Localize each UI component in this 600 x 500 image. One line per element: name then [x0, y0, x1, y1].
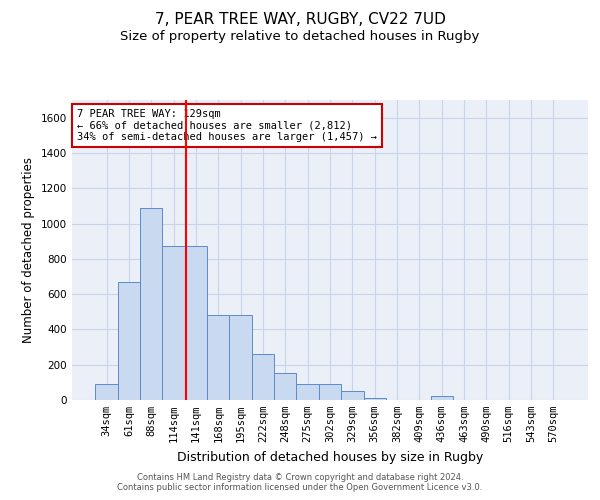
Bar: [319, 384, 341, 400]
Text: Size of property relative to detached houses in Rugby: Size of property relative to detached ho…: [121, 30, 479, 43]
Bar: [364, 398, 386, 400]
Bar: [341, 391, 364, 400]
Bar: [118, 282, 140, 400]
Text: 7 PEAR TREE WAY: 129sqm
← 66% of detached houses are smaller (2,812)
34% of semi: 7 PEAR TREE WAY: 129sqm ← 66% of detache…: [77, 109, 377, 142]
Bar: [229, 316, 252, 400]
Y-axis label: Number of detached properties: Number of detached properties: [22, 157, 35, 343]
Bar: [207, 316, 229, 400]
Text: Contains HM Land Registry data © Crown copyright and database right 2024.
Contai: Contains HM Land Registry data © Crown c…: [118, 473, 482, 492]
Bar: [140, 208, 163, 400]
Text: Distribution of detached houses by size in Rugby: Distribution of detached houses by size …: [177, 451, 483, 464]
Bar: [274, 372, 296, 400]
Bar: [95, 384, 118, 400]
Bar: [296, 384, 319, 400]
Text: 7, PEAR TREE WAY, RUGBY, CV22 7UD: 7, PEAR TREE WAY, RUGBY, CV22 7UD: [155, 12, 445, 28]
Bar: [185, 246, 207, 400]
Bar: [431, 396, 453, 400]
Bar: [163, 246, 185, 400]
Bar: [252, 354, 274, 400]
